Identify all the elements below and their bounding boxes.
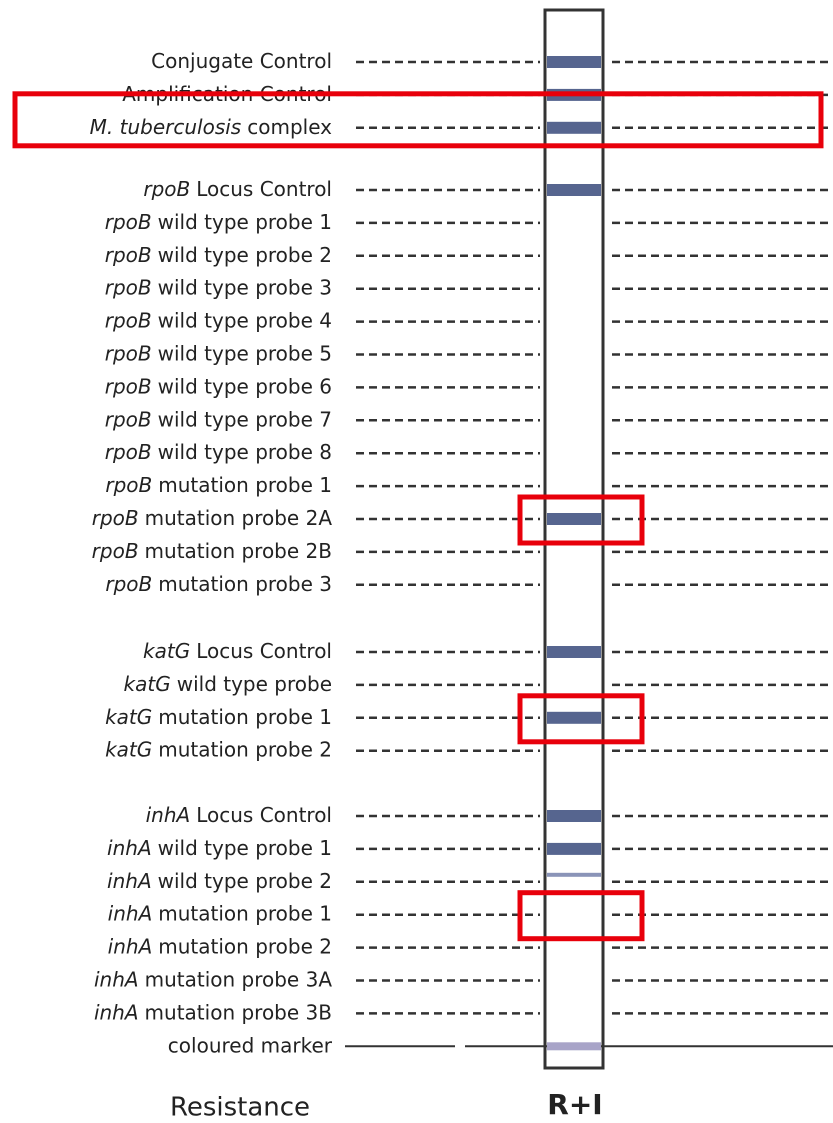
probe-gene: inhA <box>107 868 152 892</box>
probe-label: Conjugate Control <box>151 49 332 73</box>
band <box>547 873 601 877</box>
probe-gene: rpoB <box>143 177 190 201</box>
probe-gene: rpoB <box>92 538 139 562</box>
probe-name: mutation probe 2 <box>158 737 332 761</box>
probe-gene: rpoB <box>105 440 152 464</box>
band <box>547 712 601 724</box>
probe-gene: inhA <box>108 901 153 925</box>
band <box>547 184 601 196</box>
probe-gene: rpoB <box>105 275 152 299</box>
probe-gene: katG <box>105 737 152 761</box>
probe-gene: katG <box>124 671 171 695</box>
probe-gene: rpoB <box>105 209 152 233</box>
probe-name: Locus Control <box>196 803 332 827</box>
probe-name: Conjugate Control <box>151 49 332 73</box>
probe-gene: inhA <box>107 835 152 859</box>
band <box>547 646 601 658</box>
probe-name: wild type probe 1 <box>158 209 332 233</box>
footer-left: Resistance <box>170 1093 310 1123</box>
band <box>547 513 601 525</box>
probe-name: Locus Control <box>196 639 332 663</box>
probe-name: mutation probe 3B <box>145 1000 332 1024</box>
band <box>547 810 601 822</box>
probe-gene: inhA <box>94 1000 139 1024</box>
probe-gene: inhA <box>94 967 139 991</box>
probe-name: wild type probe 1 <box>158 835 332 859</box>
probe-gene: rpoB <box>105 308 152 332</box>
probe-name: mutation probe 1 <box>158 473 332 497</box>
probe-gene: rpoB <box>105 407 152 431</box>
probe-gene: inhA <box>146 803 191 827</box>
probe-gene: katG <box>143 639 190 663</box>
band <box>547 843 601 855</box>
band <box>547 122 601 134</box>
probe-name: Locus Control <box>196 177 332 201</box>
strip-label: R+I <box>547 1088 602 1121</box>
probe-name: wild type probe 2 <box>158 868 332 892</box>
probe-name: wild type probe <box>177 671 332 695</box>
probe-name: mutation probe 3A <box>145 967 333 991</box>
probe-name: mutation probe 2 <box>158 934 332 958</box>
lpa-diagram: Resistance R+I Conjugate ControlAmplific… <box>0 0 833 1123</box>
probe-name: complex <box>247 114 332 138</box>
probe-label: coloured marker <box>168 1033 333 1057</box>
band <box>547 56 601 68</box>
probe-gene: M. tuberculosis <box>90 114 242 138</box>
probe-name: coloured marker <box>168 1033 333 1057</box>
probe-gene: rpoB <box>105 473 152 497</box>
probe-name: wild type probe 6 <box>158 374 332 398</box>
probe-name: mutation probe 2A <box>145 506 333 530</box>
probe-name: mutation probe 2B <box>145 538 332 562</box>
probe-name: mutation probe 3 <box>158 571 332 595</box>
probe-name: wild type probe 8 <box>158 440 332 464</box>
probe-name: mutation probe 1 <box>158 901 332 925</box>
probe-name: wild type probe 5 <box>158 341 332 365</box>
probe-gene: katG <box>105 704 152 728</box>
probe-gene: rpoB <box>105 242 152 266</box>
band <box>547 1042 601 1050</box>
probe-name: wild type probe 7 <box>158 407 332 431</box>
probe-gene: rpoB <box>105 374 152 398</box>
strip <box>545 10 603 1068</box>
probe-name: wild type probe 2 <box>158 242 332 266</box>
probe-name: wild type probe 4 <box>158 308 332 332</box>
probe-gene: inhA <box>108 934 153 958</box>
probe-gene: rpoB <box>105 341 152 365</box>
probe-name: mutation probe 1 <box>158 704 332 728</box>
probe-gene: rpoB <box>105 571 152 595</box>
probe-name: wild type probe 3 <box>158 275 332 299</box>
probe-gene: rpoB <box>92 506 139 530</box>
